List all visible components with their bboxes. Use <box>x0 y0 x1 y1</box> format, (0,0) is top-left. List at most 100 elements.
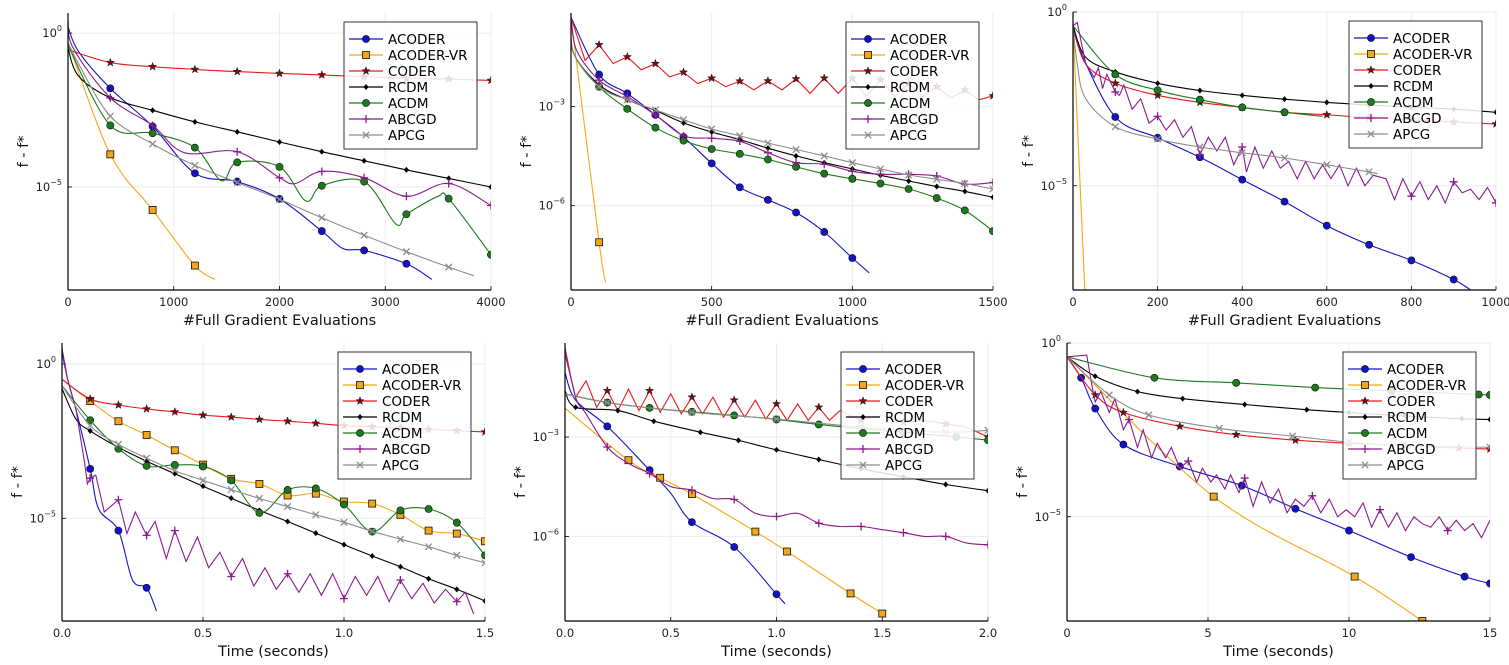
series-line-acdm <box>62 385 485 556</box>
y-tick-exponent: 0 <box>51 355 56 364</box>
data-point-apcg <box>1196 143 1204 151</box>
data-point-apcg <box>764 139 772 147</box>
data-point-apcg <box>1280 154 1289 162</box>
y-tick-exponent: −3 <box>553 98 565 107</box>
data-point-apcg <box>1365 168 1373 176</box>
data-point-rcdm <box>482 597 485 604</box>
legend-marker-icon <box>362 51 370 59</box>
legend-marker-icon <box>1367 98 1375 106</box>
legend-marker-icon <box>362 35 370 43</box>
data-point-acdm <box>904 185 913 193</box>
x-tick-label: 200 <box>1147 295 1169 309</box>
data-point-abcgd <box>1238 143 1247 152</box>
data-point-abcgd <box>730 495 739 504</box>
legend-label: ABCGD <box>1393 111 1442 127</box>
legend-label: CODER <box>885 394 933 410</box>
x-tick-label: 1.0 <box>335 626 353 640</box>
data-point-acdm <box>848 174 857 183</box>
x-tick-label: 5 <box>1204 626 1211 640</box>
legend-label: ACODER <box>1393 31 1450 47</box>
series-line-acoder <box>565 372 786 605</box>
data-point-apcg <box>876 165 885 173</box>
data-point-acoder <box>772 590 781 599</box>
data-point-coder <box>480 426 485 436</box>
legend-entry-acoder-vr: ACODER-VR <box>1354 47 1473 63</box>
data-point-acoder-vr <box>190 261 199 270</box>
data-point-acdm <box>396 506 405 515</box>
data-point-abcgd <box>792 158 801 167</box>
x-axis-label: #Full Gradient Evaluations <box>183 313 376 329</box>
data-point-apcg <box>86 422 94 430</box>
data-point-coder <box>1090 389 1100 399</box>
legend-entry-acdm: ACDM <box>349 96 428 112</box>
legend-label: ACDM <box>1387 426 1427 442</box>
data-point-acoder-vr <box>452 529 461 538</box>
data-point-coder <box>729 395 739 405</box>
legend-entry-acdm: ACDM <box>1348 426 1427 442</box>
data-point-abcgd <box>148 121 157 130</box>
x-tick-label: 10 <box>1342 626 1357 640</box>
data-point-acdm <box>735 149 744 158</box>
legend-label: ACODER-VR <box>1387 378 1467 394</box>
legend-entry-apcg: APCG <box>1348 458 1424 474</box>
x-tick-label: 0 <box>1069 295 1076 309</box>
legend-marker-icon <box>865 84 871 90</box>
data-point-acoder <box>1238 175 1247 184</box>
data-point-acdm <box>481 551 485 560</box>
y-tick-exponent: 0 <box>1062 3 1067 12</box>
data-point-rcdm <box>1281 96 1288 103</box>
data-point-apcg <box>340 518 348 527</box>
y-axis-label: f - f* <box>1021 135 1037 167</box>
data-point-acoder <box>764 195 772 204</box>
data-point-coder <box>644 385 655 395</box>
data-point-rcdm <box>816 456 822 463</box>
data-point-acoder-vr <box>1350 572 1359 581</box>
legend-label: RCDM <box>1393 79 1433 95</box>
data-point-rcdm <box>934 183 940 190</box>
data-point-abcgd <box>1376 505 1385 514</box>
data-point-apcg <box>820 152 828 160</box>
y-tick-exponent: −5 <box>1049 508 1061 517</box>
data-point-rcdm <box>697 429 703 436</box>
legend-entry-acoder-vr: ACODER-VR <box>846 378 965 394</box>
data-point-rcdm <box>403 166 409 173</box>
legend-marker-icon <box>859 461 867 469</box>
legend-label: ACODER <box>388 32 445 48</box>
legend-label: ACDM <box>885 426 925 442</box>
x-tick-label: 1000 <box>159 295 188 309</box>
legend-label: ACDM <box>1393 95 1433 111</box>
x-axis-label: #Full Gradient Evaluations <box>685 313 878 329</box>
data-point-rcdm <box>985 487 988 494</box>
data-point-coder <box>1231 429 1241 439</box>
data-point-acdm <box>340 500 348 509</box>
legend-entry-acoder-vr: ACODER-VR <box>1348 378 1467 394</box>
data-point-apcg <box>961 179 969 188</box>
data-point-acdm <box>984 436 988 444</box>
data-point-coder <box>274 68 285 78</box>
legend-entry-abcgd: ABCGD <box>1354 111 1442 127</box>
legend-entry-apcg: APCG <box>349 128 425 144</box>
legend-label: ABCGD <box>388 112 437 128</box>
legend-marker-icon <box>1361 445 1369 453</box>
legend-marker-icon <box>860 414 866 420</box>
data-point-acdm <box>1232 379 1241 387</box>
legend-marker-icon <box>1367 114 1375 122</box>
y-tick-exponent: −5 <box>1055 177 1067 186</box>
x-tick-label: 0 <box>567 295 574 309</box>
data-point-apcg <box>199 476 207 484</box>
data-point-apcg <box>1111 123 1119 131</box>
x-tick-label: 1000 <box>838 295 867 309</box>
data-point-abcgd <box>876 170 885 179</box>
y-tick-label: 10−5 <box>36 178 62 194</box>
data-point-acoder-vr <box>148 206 157 214</box>
data-point-rcdm <box>1155 80 1161 87</box>
x-axis-label: Time (seconds) <box>1222 644 1334 660</box>
data-point-abcgd <box>857 522 866 531</box>
data-point-acdm <box>989 227 993 235</box>
legend-entry-acoder: ACODER <box>846 362 942 378</box>
legend-entry-acoder-vr: ACODER-VR <box>343 378 462 394</box>
